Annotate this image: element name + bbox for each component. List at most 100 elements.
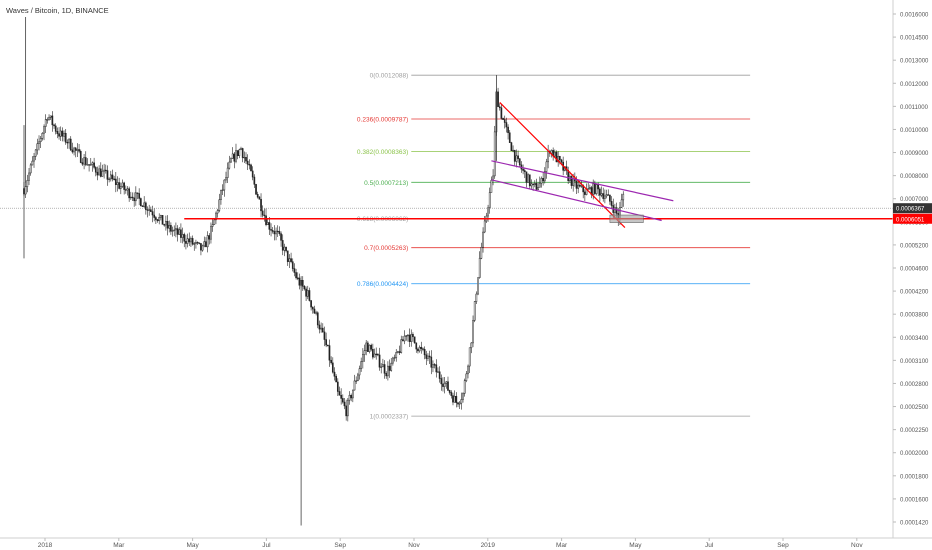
candle-body xyxy=(295,272,297,279)
candle-body xyxy=(49,115,52,118)
candle-body xyxy=(253,176,256,185)
candle-body xyxy=(29,164,32,174)
candle-body xyxy=(171,230,174,232)
candle-body xyxy=(468,347,471,367)
candle-body xyxy=(145,202,147,210)
candle-body xyxy=(579,184,581,187)
candle-body xyxy=(225,177,227,181)
candle-body xyxy=(163,224,166,226)
candle-body xyxy=(577,184,580,189)
candle-body xyxy=(458,402,461,405)
candle-body xyxy=(323,331,326,340)
candle-body xyxy=(86,164,89,166)
candle-body xyxy=(223,179,226,191)
candle-body xyxy=(250,164,252,172)
candle-body xyxy=(205,241,207,248)
candle-body xyxy=(66,141,69,144)
candle-body xyxy=(39,138,42,143)
candle-body xyxy=(517,155,519,159)
candle-body xyxy=(558,156,561,161)
candle-body xyxy=(358,368,361,376)
candle-body xyxy=(418,346,421,352)
candle-body xyxy=(313,308,316,314)
candle-body xyxy=(73,147,75,153)
candle-body xyxy=(278,231,281,234)
fibonacci-retracement[interactable]: 0(0.0012088) 0.236(0.0009787) 0.382(0.0008… xyxy=(357,73,751,421)
candle-body xyxy=(377,353,379,356)
candle-body xyxy=(215,212,217,221)
candle-body xyxy=(345,405,347,417)
candle-body xyxy=(185,241,187,244)
price-tag-label: 0.0006367 xyxy=(896,207,925,213)
candle-body xyxy=(243,156,246,159)
candle-body xyxy=(455,395,458,404)
candle-body xyxy=(255,184,257,195)
y-tick-label: 0.0009000 xyxy=(900,151,929,157)
candle-body xyxy=(83,157,85,165)
candle-body xyxy=(483,220,486,233)
candle-body xyxy=(530,183,533,187)
candle-body xyxy=(452,395,454,403)
candle-body xyxy=(236,150,239,156)
candle-body xyxy=(415,342,418,350)
candle-body xyxy=(151,211,154,216)
candle-body xyxy=(440,378,443,385)
y-tick-label: 0.0003800 xyxy=(900,313,929,319)
x-tick-label: Nov xyxy=(851,542,863,549)
candle-body xyxy=(41,132,44,139)
x-tick-label: Nov xyxy=(408,542,420,549)
candle-body xyxy=(493,131,496,177)
candle-body xyxy=(321,327,324,333)
y-tick-label: 0.0002800 xyxy=(900,382,929,388)
candle-body xyxy=(428,355,431,358)
candle-body xyxy=(609,194,611,202)
candle-body xyxy=(547,151,549,163)
candle-body xyxy=(246,160,249,165)
candle-body xyxy=(51,115,54,126)
candle-body xyxy=(363,350,366,355)
candle-body xyxy=(138,193,141,199)
candle-body xyxy=(119,186,122,189)
candle-body xyxy=(256,194,259,198)
candle-body xyxy=(328,345,331,361)
candle-body xyxy=(382,364,384,368)
candle-body xyxy=(580,185,583,187)
x-tick-label: May xyxy=(186,542,199,549)
drawings[interactable] xyxy=(0,102,893,228)
candle-body xyxy=(417,348,419,352)
candle-body xyxy=(535,183,538,190)
candle-body xyxy=(512,149,514,152)
candle-body xyxy=(433,364,436,366)
candle-body xyxy=(445,381,448,384)
candle-body xyxy=(34,149,37,157)
candle-body xyxy=(575,180,578,189)
candle-body xyxy=(350,394,353,399)
candle-body xyxy=(198,242,201,244)
candle-body xyxy=(545,161,548,172)
candle-body xyxy=(133,197,136,202)
candle-body xyxy=(296,277,299,279)
candle-body xyxy=(522,168,524,171)
candle-body xyxy=(231,153,234,159)
candle-body xyxy=(230,158,232,163)
fib-level-label: 0.236(0.0009787) xyxy=(357,116,408,123)
candle-body xyxy=(336,381,339,392)
candle-body xyxy=(487,207,489,217)
candle-body xyxy=(395,352,398,358)
y-tick-label: 0.0010000 xyxy=(900,128,929,134)
candle-body xyxy=(248,164,251,166)
candle-body xyxy=(128,188,130,199)
candle-body xyxy=(109,174,112,180)
candle-body xyxy=(475,293,478,302)
price-tag xyxy=(893,213,932,224)
fib-level-label: 1(0.0002337) xyxy=(370,414,409,421)
candle-body xyxy=(315,312,317,314)
candle-body xyxy=(498,106,501,109)
candle-body xyxy=(241,148,244,158)
candle-body xyxy=(58,133,60,137)
candle-body xyxy=(412,333,414,338)
x-tick-label: 2019 xyxy=(481,542,496,549)
x-tick-label: Mar xyxy=(556,542,568,549)
candle-body xyxy=(31,160,34,166)
